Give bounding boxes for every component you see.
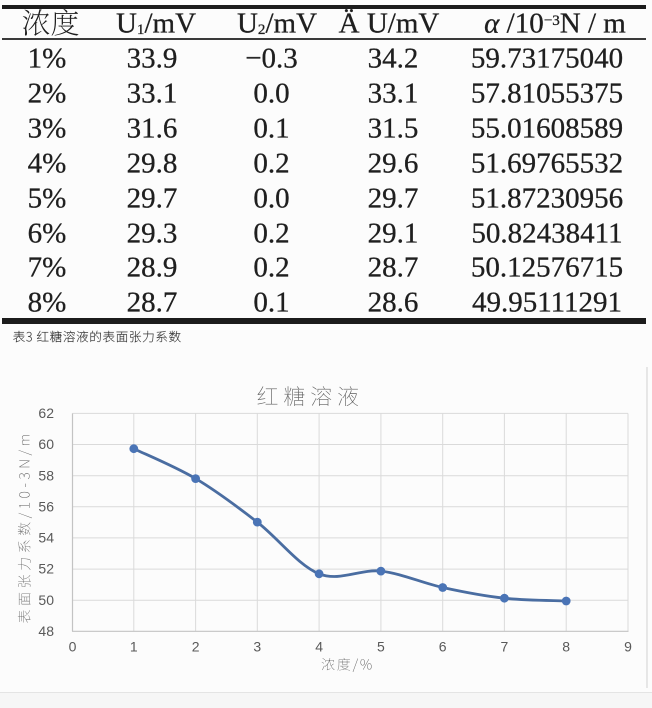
svg-text:48: 48 bbox=[38, 623, 54, 639]
svg-text:3: 3 bbox=[253, 639, 261, 655]
svg-text:58: 58 bbox=[38, 467, 54, 483]
svg-text:54: 54 bbox=[38, 530, 54, 546]
svg-text:7: 7 bbox=[501, 639, 509, 655]
svg-text:9: 9 bbox=[624, 639, 632, 655]
svg-text:8: 8 bbox=[562, 639, 570, 655]
svg-text:5: 5 bbox=[377, 639, 385, 655]
svg-text:0: 0 bbox=[69, 639, 77, 655]
svg-text:6: 6 bbox=[439, 639, 447, 655]
svg-text:4: 4 bbox=[315, 639, 323, 655]
svg-text:50: 50 bbox=[38, 592, 54, 608]
svg-text:62: 62 bbox=[38, 405, 54, 421]
svg-text:52: 52 bbox=[38, 561, 54, 577]
svg-text:60: 60 bbox=[38, 436, 54, 452]
svg-text:56: 56 bbox=[38, 498, 54, 514]
svg-text:1: 1 bbox=[130, 639, 138, 655]
svg-text:2: 2 bbox=[192, 639, 200, 655]
